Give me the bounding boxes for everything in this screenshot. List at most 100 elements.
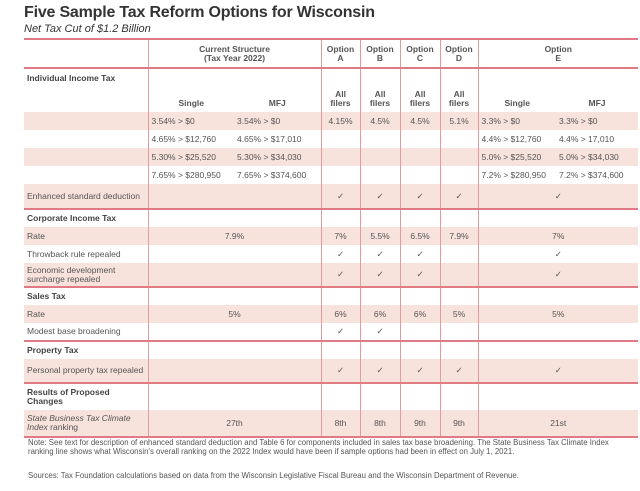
table-row: Enhanced standard deduction ✓ ✓ ✓ ✓ ✓ [24, 184, 639, 209]
cell-option-a: 7% [320, 227, 360, 245]
header-row: Current Structure (Tax Year 2022) Option A… [24, 38, 639, 68]
cell-option-d [439, 245, 478, 263]
cell-current-single: 3.54% > $0 [147, 112, 234, 130]
cell-option-b [359, 166, 400, 184]
cell-current: 7.9% [147, 227, 321, 245]
cell-current-mfj: 3.54% > $0 [234, 112, 321, 130]
table-row: Personal property tax repealed ✓ ✓ ✓ ✓ ✓ [24, 359, 639, 383]
cell-option-b [359, 148, 400, 166]
check-icon: ✓ [320, 184, 360, 209]
cell-option-d: 5% [439, 305, 478, 323]
cell-option-d: 7.9% [439, 227, 478, 245]
cell-option-e: ✓ [477, 245, 639, 263]
section-sales: Sales Tax [24, 286, 639, 305]
subheader-all-filers: All filers [320, 67, 360, 112]
subheader-single: Single [147, 67, 234, 112]
cell-option-e-mfj: 3.3% > $0 [556, 112, 639, 130]
row-label: Economic development surcharge repealed [24, 263, 148, 287]
cell-option-e-single: 4.4% > $12,760 [477, 130, 556, 148]
cell-option-d: 9th [439, 410, 478, 437]
cell-option-b [359, 130, 400, 148]
cell-option-e-mfj: 4.4% > 17,010 [559, 133, 615, 144]
cell-option-c: ✓ [399, 359, 440, 383]
cell-option-a: ✓ [320, 323, 360, 341]
cell-option-d [439, 148, 478, 166]
cell-option-d [439, 166, 478, 184]
cell-option-c [399, 166, 440, 184]
cell-current-single: 5.30% > $25,520 [147, 148, 234, 166]
cell-option-a: ✓ [320, 245, 360, 263]
check-icon: ✓ [399, 184, 440, 209]
cell-option-a [320, 166, 360, 184]
row-label: Modest base broadening [27, 326, 121, 337]
section-label: Property Tax [24, 340, 148, 359]
cell-current [147, 184, 321, 209]
cell-current-single: 7.65% > $280,950 [147, 166, 234, 184]
row-label: Rate [24, 305, 148, 323]
cell-option-b: 8th [359, 410, 400, 437]
cell-option-e: 7% [477, 227, 639, 245]
table-row: 4.65% > $12,760 4.65% > $17,010 4.4% > $12… [24, 130, 638, 148]
cell-current-mfj: 4.65% > $17,010 [237, 133, 302, 144]
table-row: Rate 5% 6% 6% 6% 5% 5% [24, 305, 639, 323]
cell-option-e-single: 3.3% > $0 [477, 112, 556, 130]
section-label: Individual Income Tax [24, 67, 148, 112]
section-property: Property Tax [24, 340, 639, 359]
header-option-e: Option E [477, 38, 639, 68]
row-label: Rate [24, 227, 148, 245]
subheader-all-filers: All filers [359, 67, 400, 112]
subtitle: Net Tax Cut of $1.2 Billion [24, 23, 151, 35]
cell-option-b: 4.5% [359, 112, 400, 130]
row-label: Throwback rule repealed [27, 248, 121, 259]
subheader-all-filers: All filers [439, 67, 478, 112]
header-option-d: Option D [439, 38, 478, 68]
cell-option-e [477, 323, 639, 341]
cell-current [147, 323, 321, 341]
cell-option-c [399, 130, 440, 148]
table-row: Throwback rule repealed ✓ ✓ ✓ ✓ [24, 245, 639, 263]
cell-option-a [320, 130, 360, 148]
cell-current-mfj: 5.30% > $34,030 [234, 148, 321, 166]
cell-option-b: ✓ [359, 323, 400, 341]
section-individual-income-tax: Individual Income Tax Single MFJ All fil… [24, 67, 639, 112]
section-corp: Corporate Income Tax [24, 208, 639, 227]
cell-option-a: 4.15% [320, 112, 360, 130]
cell-option-d: ✓ [439, 359, 478, 383]
header-option-a: Option A [320, 38, 360, 68]
cell-option-e: 21st [477, 410, 639, 437]
cell-option-a [320, 148, 360, 166]
cell-option-c: 9th [399, 410, 440, 437]
check-icon: ✓ [439, 184, 478, 209]
page-title: Five Sample Tax Reform Options for Wisco… [24, 4, 375, 21]
cell-option-c: 6.5% [399, 227, 440, 245]
table-row: 5.30% > $25,520 5.30% > $34,030 5.0% > $25… [24, 148, 639, 166]
table-row: State Business Tax Climate Index ranking… [24, 410, 639, 437]
check-icon: ✓ [477, 184, 639, 209]
row-label: Personal property tax repealed [24, 359, 148, 383]
cell-option-e-single: 7.2% > $280,950 [477, 166, 556, 184]
cell-current: 5% [147, 305, 321, 323]
header-option-b: Option B [359, 38, 400, 68]
table-row: Rate 7.9% 7% 5.5% 6.5% 7.9% 7% [24, 227, 639, 245]
cell-current-mfj: 7.65% > $374,600 [237, 169, 307, 180]
cell-option-b: 5.5% [359, 227, 400, 245]
cell-option-e-single: 5.0% > $25,520 [477, 148, 556, 166]
cell-option-b: ✓ [359, 245, 400, 263]
cell-current [147, 263, 321, 287]
check-icon: ✓ [359, 184, 400, 209]
cell-option-d: 5.1% [439, 112, 478, 130]
cell-option-e-mfj: 5.0% > $34,030 [556, 148, 639, 166]
cell-option-c: ✓ [399, 245, 440, 263]
cell-option-e-mfj: 7.2% > $374,600 [559, 169, 624, 180]
cell-current-single: 4.65% > $12,760 [147, 130, 234, 148]
table-row: 7.65% > $280,950 7.65% > $374,600 7.2% > $… [24, 166, 638, 184]
table-row: 3.54% > $0 3.54% > $0 4.15% 4.5% 4.5% 5.1% 3.3… [24, 112, 639, 130]
subheader-single: Single [477, 67, 556, 112]
section-label: Corporate Income Tax [24, 208, 148, 227]
header-option-c: Option C [399, 38, 440, 68]
cell-option-b: 6% [359, 305, 400, 323]
subheader-mfj: MFJ [556, 67, 639, 112]
cell-option-e: ✓ [477, 263, 639, 287]
row-label: Enhanced standard deduction [24, 184, 148, 209]
cell-option-d [439, 263, 478, 287]
